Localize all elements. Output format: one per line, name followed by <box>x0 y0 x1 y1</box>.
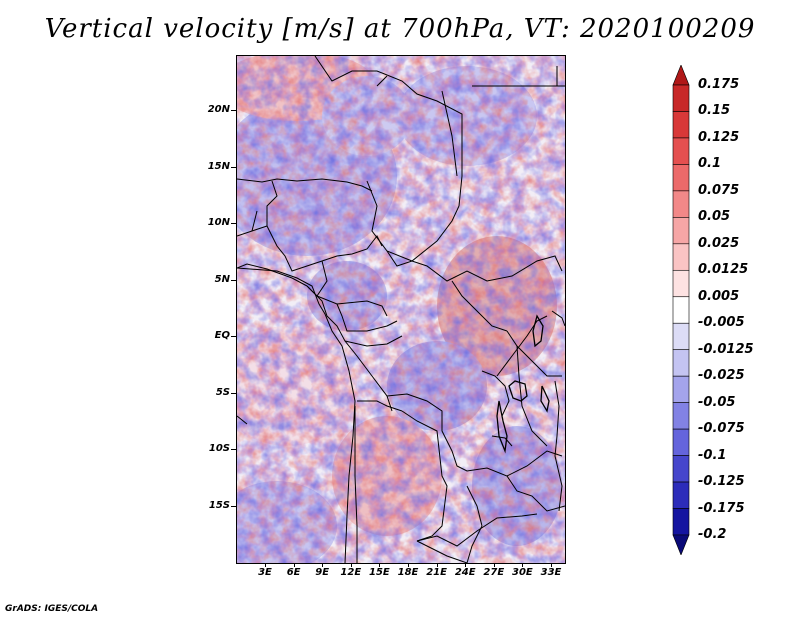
lon-tick-mark <box>465 563 467 567</box>
lon-tick-mark <box>350 563 352 567</box>
lon-tick-label: 30E <box>512 567 533 578</box>
political-borders <box>237 56 565 563</box>
colorbar-segment <box>672 375 690 403</box>
vertical-velocity-map <box>237 56 565 563</box>
colorbar-segment <box>672 111 690 139</box>
lon-tick-label: 24E <box>454 567 476 578</box>
colorbar-level-label: 0.15 <box>698 103 731 119</box>
colorbar-level-label: -0.2 <box>698 527 727 542</box>
lat-tick-label: 10S <box>208 443 230 454</box>
colorbar-segment <box>672 402 690 430</box>
colorbar-level-label: -0.005 <box>698 315 745 331</box>
colorbar-level-label: 0.005 <box>698 288 740 304</box>
colorbar-level-label: 0.175 <box>698 77 740 92</box>
lat-tick-mark <box>231 392 236 394</box>
lon-tick-label: 21E <box>426 567 447 578</box>
lat-tick-mark <box>231 110 236 111</box>
lat-tick-label: 10N <box>207 217 230 228</box>
lat-tick-label: 5S <box>215 386 230 398</box>
credit-text: GrADS: IGES/COLA <box>5 604 99 614</box>
lon-tick-label: 6E <box>286 567 301 578</box>
chart-title: Vertical velocity [m/s] at 700hPa, VT: 2… <box>44 14 756 44</box>
colorbar-segment <box>672 455 690 483</box>
colorbar-segment <box>672 243 690 271</box>
lat-tick-label: 15N <box>207 160 230 172</box>
colorbar-segment <box>672 322 690 351</box>
colorbar-level-label: 0.075 <box>698 182 740 198</box>
lat-tick-label: 20N <box>207 104 230 115</box>
colorbar-segment <box>672 508 690 536</box>
colorbar-segment <box>672 428 690 456</box>
colorbar-segment <box>672 269 690 298</box>
colorbar-segment <box>672 217 690 245</box>
colorbar-level-label: -0.1 <box>698 447 727 463</box>
lon-tick-label: 12E <box>340 567 362 578</box>
colorbar-level-label: -0.175 <box>698 500 745 516</box>
coastline <box>237 267 356 563</box>
lon-tick-label: 15E <box>369 567 390 578</box>
lon-tick-mark <box>322 563 324 567</box>
colorbar-top-triangle <box>672 65 690 86</box>
colorbar-segment <box>672 481 690 509</box>
velocity-field-texture <box>237 56 565 563</box>
lat-tick-label: EQ <box>214 330 230 341</box>
lat-tick-label: 15S <box>208 499 230 511</box>
colorbar-level-label: -0.025 <box>698 368 745 384</box>
colorbar-level-label: 0.05 <box>698 209 731 225</box>
colorbar-segment <box>672 349 690 377</box>
colorbar-level-label: 0.0125 <box>698 262 749 278</box>
lon-tick-label: 9E <box>315 567 330 578</box>
lon-tick-mark <box>408 563 409 567</box>
colorbar-bottom-triangle <box>672 534 690 555</box>
map-panel <box>236 55 566 564</box>
colorbar-level-label: -0.075 <box>698 421 745 437</box>
lon-tick-label: 3E <box>258 567 272 578</box>
lat-tick-mark <box>231 449 236 450</box>
lat-tick-mark <box>231 166 236 168</box>
lakes <box>496 314 550 454</box>
lat-tick-label: 5N <box>214 273 230 285</box>
colorbar-segment <box>672 164 690 192</box>
lon-tick-mark <box>522 563 524 567</box>
colorbar-segment <box>672 296 690 324</box>
lon-tick-mark <box>379 563 381 567</box>
lon-tick-mark <box>551 563 552 567</box>
colorbar-segment <box>672 190 690 218</box>
lon-tick-mark <box>436 563 438 567</box>
lat-tick-mark <box>231 336 236 337</box>
colorbar-level-label: 0.025 <box>698 235 740 251</box>
lon-tick-label: 18E <box>397 567 419 578</box>
lat-tick-mark <box>231 279 236 281</box>
colorbar-level-label: 0.1 <box>698 156 722 172</box>
colorbar-level-label: -0.0125 <box>698 341 754 357</box>
lon-tick-label: 27E <box>483 567 505 578</box>
colorbar <box>672 65 690 555</box>
colorbar-segment <box>672 137 690 165</box>
lat-tick-mark <box>231 223 236 224</box>
lat-tick-mark <box>231 505 236 507</box>
lon-tick-mark <box>293 563 295 567</box>
colorbar-level-label: -0.05 <box>698 394 736 410</box>
lon-tick-mark <box>493 563 495 567</box>
colorbar-level-label: -0.125 <box>698 474 745 490</box>
colorbar-level-label: 0.125 <box>698 129 740 145</box>
lon-tick-mark <box>265 563 266 567</box>
lon-tick-label: 33E <box>540 567 562 578</box>
colorbar-segment <box>672 84 690 112</box>
